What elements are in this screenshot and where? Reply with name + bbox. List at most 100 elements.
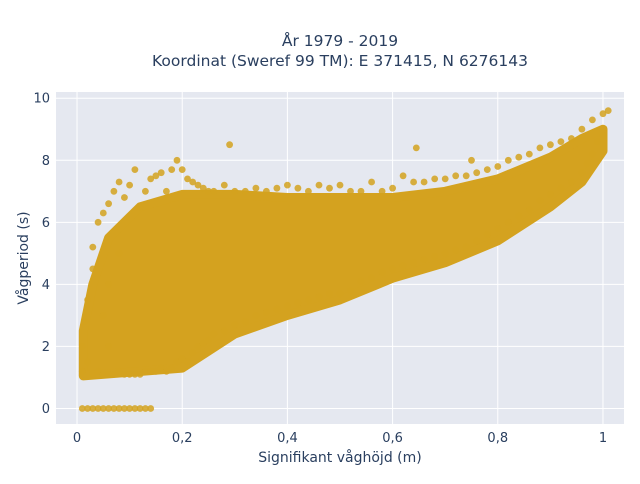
- data-point: [84, 358, 91, 366]
- data-point: [604, 107, 612, 114]
- data-point: [99, 312, 107, 319]
- data-point: [199, 339, 207, 347]
- data-point: [452, 246, 460, 254]
- data-point: [89, 265, 97, 273]
- x-tick-label: 0,2: [172, 431, 193, 446]
- data-point: [126, 371, 133, 378]
- y-tick-labels: 0 2 4 6 8 10: [33, 92, 50, 417]
- data-point: [121, 194, 128, 201]
- data-point: [136, 405, 144, 412]
- data-point: [315, 181, 323, 189]
- data-point: [326, 184, 333, 192]
- data-point: [105, 405, 112, 412]
- data-point: [84, 296, 91, 304]
- data-point: [536, 144, 544, 152]
- data-point: [525, 206, 533, 214]
- data-point: [578, 169, 586, 177]
- data-point: [231, 187, 239, 195]
- data-point: [357, 277, 365, 285]
- data-point: [294, 299, 302, 307]
- data-point: [131, 371, 139, 378]
- data-point: [547, 191, 554, 198]
- data-point: [115, 367, 123, 375]
- data-point: [378, 268, 386, 276]
- chart-title-line2: Koordinat (Sweref 99 TM): E 371415, N 62…: [152, 52, 528, 70]
- data-point: [89, 371, 97, 378]
- data-point: [431, 175, 439, 183]
- data-point: [105, 281, 112, 288]
- data-point: [94, 218, 102, 226]
- data-point: [326, 290, 333, 298]
- data-point: [78, 343, 86, 350]
- data-point: [594, 138, 602, 146]
- data-point: [163, 187, 170, 195]
- data-point: [441, 249, 449, 257]
- data-point: [294, 184, 302, 192]
- data-point: [410, 178, 417, 186]
- data-point: [305, 296, 312, 304]
- data-point: [347, 187, 354, 195]
- data-point: [189, 349, 197, 356]
- data-point: [483, 166, 491, 174]
- data-point: [431, 253, 439, 260]
- y-tick-label: 10: [33, 92, 50, 107]
- data-point: [205, 336, 212, 344]
- data-point: [136, 371, 144, 378]
- data-point: [226, 141, 234, 149]
- x-tick-label: 0,6: [382, 431, 403, 446]
- data-point: [420, 178, 428, 186]
- data-point: [515, 153, 523, 161]
- data-point: [473, 169, 481, 177]
- y-tick-label: 0: [42, 402, 50, 417]
- data-point: [194, 181, 202, 189]
- data-point: [173, 358, 181, 366]
- data-point: [557, 184, 565, 192]
- data-point: [452, 172, 460, 180]
- data-point: [105, 371, 112, 378]
- data-point: [568, 135, 575, 142]
- data-point: [220, 181, 228, 189]
- data-point: [557, 138, 565, 146]
- data-point: [273, 305, 281, 313]
- data-point: [94, 367, 102, 375]
- data-point: [115, 249, 123, 257]
- data-points: [78, 107, 612, 412]
- data-point: [78, 367, 86, 375]
- data-point: [273, 184, 281, 192]
- data-point: [252, 312, 260, 319]
- data-point: [347, 287, 354, 294]
- data-point: [110, 405, 118, 412]
- data-point: [547, 141, 554, 149]
- data-point: [368, 178, 375, 186]
- data-point: [410, 259, 417, 267]
- data-point: [147, 367, 155, 375]
- data-point: [110, 371, 118, 378]
- y-tick-label: 2: [42, 340, 50, 355]
- data-point: [336, 181, 344, 189]
- data-point: [599, 132, 607, 139]
- data-point: [284, 302, 291, 310]
- data-point: [126, 405, 133, 412]
- data-point: [399, 172, 407, 180]
- data-point: [163, 367, 170, 375]
- data-point: [157, 364, 165, 372]
- data-point: [536, 197, 544, 205]
- data-point: [599, 110, 607, 118]
- data-point: [147, 405, 155, 412]
- data-point: [142, 405, 149, 412]
- density-band-shape: [78, 124, 608, 381]
- data-point: [184, 175, 191, 183]
- data-point: [110, 187, 118, 195]
- data-point: [578, 125, 586, 133]
- data-point: [399, 262, 407, 270]
- data-point: [152, 172, 160, 180]
- data-point: [284, 181, 291, 189]
- data-point: [152, 367, 160, 375]
- data-point: [483, 231, 491, 239]
- data-point: [412, 144, 420, 152]
- y-axis-title: Vågperiod (s): [15, 211, 32, 304]
- data-point: [583, 160, 591, 167]
- y-tick-label: 6: [42, 216, 50, 231]
